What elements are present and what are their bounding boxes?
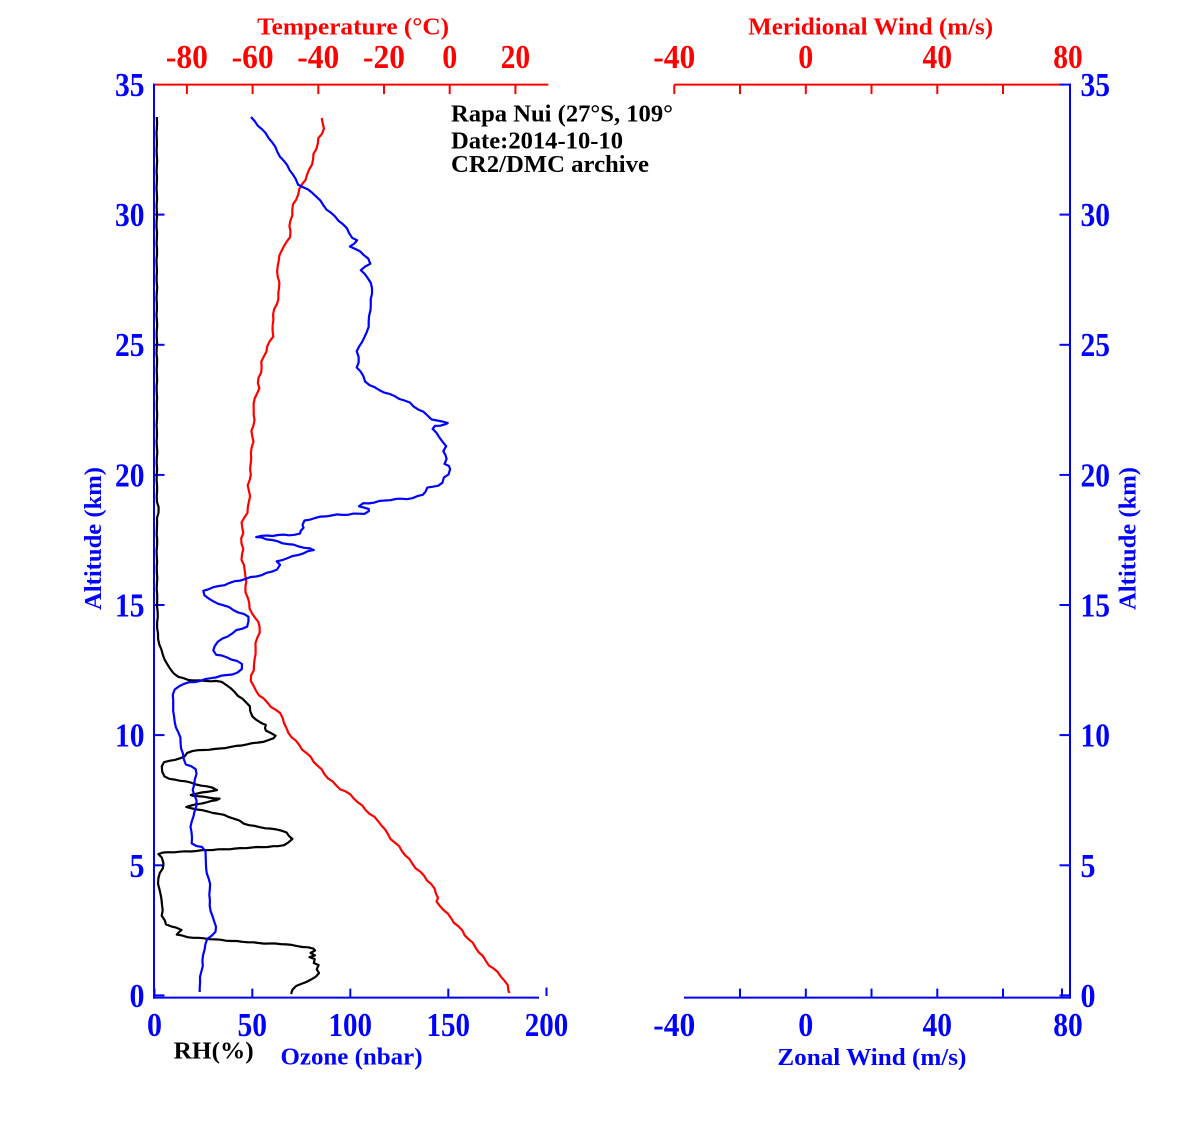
svg-text:0: 0 bbox=[130, 978, 145, 1015]
svg-text:Zonal Wind (m/s): Zonal Wind (m/s) bbox=[777, 1045, 966, 1071]
svg-text:100: 100 bbox=[329, 1007, 373, 1044]
svg-text:80: 80 bbox=[1053, 39, 1083, 76]
svg-text:30: 30 bbox=[115, 197, 145, 234]
svg-text:Altitude (km): Altitude (km) bbox=[1116, 467, 1142, 610]
svg-text:25: 25 bbox=[1081, 327, 1111, 364]
svg-text:RH(%): RH(%) bbox=[174, 1037, 254, 1064]
svg-text:10: 10 bbox=[1081, 718, 1111, 755]
svg-text:CR2/DMC archive: CR2/DMC archive bbox=[451, 152, 649, 178]
svg-text:5: 5 bbox=[1081, 848, 1096, 885]
svg-text:80: 80 bbox=[1053, 1007, 1083, 1044]
svg-text:0: 0 bbox=[798, 39, 813, 76]
svg-text:-80: -80 bbox=[166, 39, 208, 76]
svg-text:35: 35 bbox=[1081, 67, 1111, 104]
svg-text:0: 0 bbox=[442, 39, 457, 76]
svg-text:25: 25 bbox=[115, 327, 145, 364]
svg-text:Rapa Nui (27°S, 109°: Rapa Nui (27°S, 109° bbox=[451, 101, 673, 127]
svg-text:10: 10 bbox=[115, 718, 145, 755]
svg-text:5: 5 bbox=[130, 848, 145, 885]
svg-text:Date:2014-10-10: Date:2014-10-10 bbox=[451, 128, 623, 154]
svg-text:30: 30 bbox=[1081, 197, 1111, 234]
svg-text:40: 40 bbox=[923, 39, 953, 76]
svg-text:Meridional Wind (m/s): Meridional Wind (m/s) bbox=[748, 14, 993, 40]
svg-text:-20: -20 bbox=[363, 39, 405, 76]
svg-text:15: 15 bbox=[115, 588, 145, 625]
svg-text:20: 20 bbox=[1081, 457, 1111, 494]
svg-text:Temperature (°C): Temperature (°C) bbox=[257, 14, 449, 40]
svg-text:-40: -40 bbox=[297, 39, 339, 76]
svg-text:35: 35 bbox=[115, 67, 145, 104]
svg-text:-40: -40 bbox=[653, 39, 695, 76]
svg-text:200: 200 bbox=[525, 1007, 569, 1044]
svg-text:50: 50 bbox=[238, 1007, 268, 1044]
svg-text:Altitude (km): Altitude (km) bbox=[81, 467, 107, 610]
svg-text:-40: -40 bbox=[653, 1007, 695, 1044]
svg-text:0: 0 bbox=[798, 1007, 813, 1044]
svg-text:20: 20 bbox=[501, 39, 531, 76]
svg-text:-60: -60 bbox=[232, 39, 274, 76]
svg-text:20: 20 bbox=[115, 457, 145, 494]
svg-text:Ozone (nbar): Ozone (nbar) bbox=[281, 1045, 423, 1071]
svg-text:15: 15 bbox=[1081, 588, 1111, 625]
svg-text:40: 40 bbox=[923, 1007, 953, 1044]
svg-text:0: 0 bbox=[147, 1007, 162, 1044]
svg-text:0: 0 bbox=[1081, 978, 1096, 1015]
svg-text:150: 150 bbox=[427, 1007, 471, 1044]
